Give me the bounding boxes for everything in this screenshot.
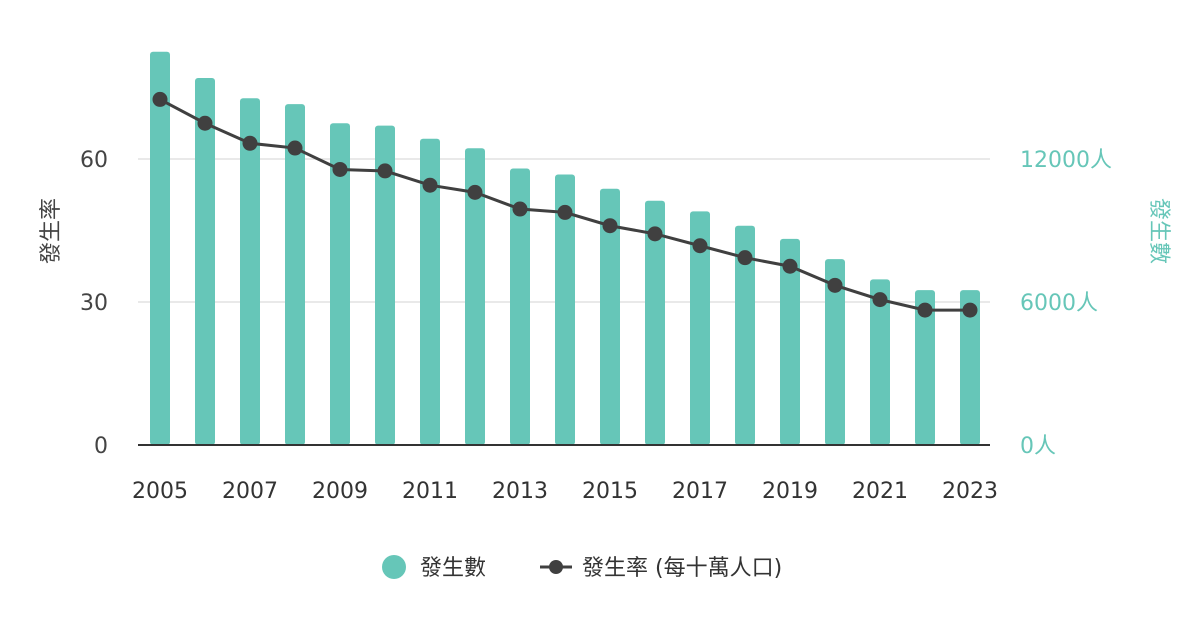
x-ticks: 2005 2007 2009 2011 2013 2015 2017 2019 2021 2023 xyxy=(132,479,998,504)
bar xyxy=(375,125,395,445)
x-tick-label: 2005 xyxy=(132,479,188,504)
left-tick-label: 30 xyxy=(80,291,108,316)
bar xyxy=(330,123,350,445)
x-tick-label: 2023 xyxy=(942,479,998,504)
bar xyxy=(420,138,440,445)
rate-point xyxy=(152,91,168,107)
bar xyxy=(870,279,890,445)
rate-point xyxy=(602,218,618,234)
right-axis-title: 發生數 xyxy=(1146,198,1171,264)
rate-point xyxy=(422,177,438,193)
bar xyxy=(195,77,215,445)
rate-point xyxy=(962,302,978,318)
rate-point xyxy=(872,292,888,308)
rate-point xyxy=(512,201,528,217)
legend-line-marker xyxy=(549,560,563,574)
rate-point xyxy=(692,238,708,254)
bars xyxy=(150,51,980,446)
left-axis-title: 發生率 xyxy=(39,198,64,264)
right-tick-label: 0人 xyxy=(1020,434,1056,459)
x-tick-label: 2013 xyxy=(492,479,548,504)
x-tick-label: 2011 xyxy=(402,479,458,504)
left-ticks: 0 30 60 xyxy=(80,148,108,459)
x-tick-label: 2017 xyxy=(672,479,728,504)
legend: 發生數 發生率 (每十萬人口) xyxy=(382,555,782,581)
left-tick-label: 60 xyxy=(80,148,108,173)
bar xyxy=(690,211,710,445)
bar xyxy=(285,104,305,445)
legend-line-label: 發生率 (每十萬人口) xyxy=(582,556,782,581)
bar xyxy=(555,174,575,445)
rate-point xyxy=(377,163,393,179)
bar xyxy=(960,290,980,445)
right-tick-label: 12000人 xyxy=(1020,148,1112,173)
rate-point xyxy=(737,250,753,266)
right-tick-label: 6000人 xyxy=(1020,291,1098,316)
bar xyxy=(825,259,845,445)
rate-point xyxy=(332,161,348,177)
rate-point xyxy=(917,302,933,318)
bar xyxy=(510,168,530,446)
bar xyxy=(150,51,170,445)
bar xyxy=(780,238,800,445)
x-tick-label: 2009 xyxy=(312,479,368,504)
bar xyxy=(915,290,935,445)
bar xyxy=(240,98,260,445)
rate-point xyxy=(782,258,798,274)
rate-point xyxy=(242,135,258,151)
right-ticks: 0人 6000人 12000人 xyxy=(1020,148,1112,459)
legend-bar-swatch xyxy=(382,555,406,579)
bar xyxy=(735,225,755,445)
rate-point xyxy=(467,184,483,200)
bar xyxy=(465,148,485,445)
x-tick-label: 2015 xyxy=(582,479,638,504)
rate-point xyxy=(557,204,573,220)
rate-point xyxy=(827,277,843,293)
x-tick-label: 2019 xyxy=(762,479,818,504)
x-tick-label: 2021 xyxy=(852,479,908,504)
left-tick-label: 0 xyxy=(94,434,108,459)
bar xyxy=(645,200,665,445)
rate-point xyxy=(197,115,213,131)
rate-point xyxy=(287,140,303,156)
bar xyxy=(600,188,620,445)
legend-bar-label: 發生數 xyxy=(420,556,486,581)
rate-point xyxy=(647,226,663,242)
x-tick-label: 2007 xyxy=(222,479,278,504)
line-series xyxy=(152,91,978,318)
